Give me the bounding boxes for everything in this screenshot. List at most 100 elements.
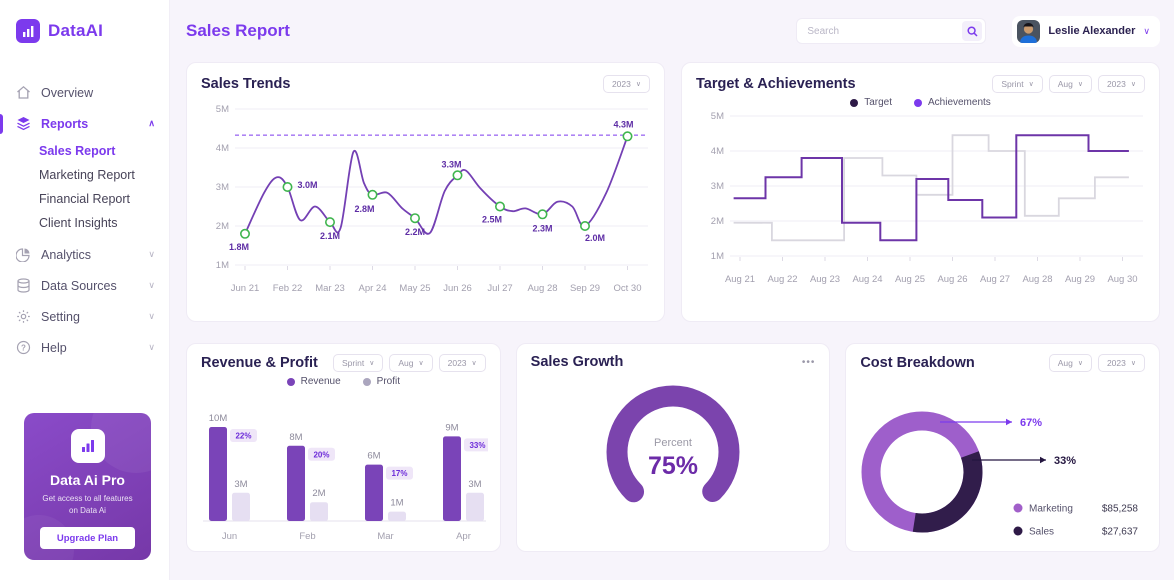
legend-dot-revenue: [286, 377, 295, 386]
month-dropdown[interactable]: Aug ∨: [1048, 354, 1092, 372]
promo-description: Get access to all features on Data Ai: [42, 494, 133, 515]
layers-icon: [17, 117, 30, 131]
year-dropdown[interactable]: 2023 ∨: [1097, 354, 1145, 372]
chevron-down-icon: ∨: [148, 342, 155, 352]
promo-title: Data Ai Pro: [50, 472, 125, 488]
card-title: Sales Growth: [530, 354, 624, 370]
svg-text:3M: 3M: [711, 181, 724, 192]
legend-dot-profit: [362, 377, 371, 386]
sidebar-item-setting[interactable]: Setting ∨: [0, 301, 169, 332]
svg-text:1M: 1M: [390, 498, 403, 509]
svg-text:$85,258: $85,258: [1102, 504, 1139, 515]
sidebar-subitem-marketing-report[interactable]: Marketing Report: [39, 168, 135, 182]
svg-text:Feb: Feb: [299, 531, 315, 542]
svg-text:33%: 33%: [469, 441, 485, 450]
sidebar-subitem-client-insights[interactable]: Client Insights: [39, 216, 118, 230]
svg-text:$27,637: $27,637: [1102, 527, 1139, 538]
sales-trends-line-chart: 5M 4M 3M 2M 1M Jun 21 Feb 22 Mar 23 Apr 24 May 25…: [216, 104, 648, 294]
promo-barchart-icon: [70, 429, 105, 463]
svg-text:Aug 30: Aug 30: [1107, 274, 1137, 285]
legend-dot-achievements: [913, 98, 922, 107]
svg-text:Jun: Jun: [222, 531, 237, 542]
chevron-down-icon: ∨: [148, 311, 155, 321]
card-title: Cost Breakdown: [860, 355, 975, 371]
sprint-dropdown[interactable]: Sprint ∨: [333, 354, 384, 372]
search-button[interactable]: [962, 21, 983, 41]
svg-text:2.5M: 2.5M: [482, 215, 502, 225]
svg-text:?: ?: [21, 343, 26, 352]
sprint-dropdown[interactable]: Sprint ∨: [992, 75, 1043, 93]
chevron-down-icon: ∨: [471, 360, 477, 367]
year-dropdown[interactable]: 2023 ∨: [1097, 75, 1145, 93]
app-logo: DataAI: [0, 0, 169, 43]
svg-text:Jun 26: Jun 26: [443, 283, 472, 294]
svg-text:Apr: Apr: [456, 531, 471, 542]
sidebar-item-analytics[interactable]: Analytics ∨: [0, 239, 169, 270]
svg-text:4M: 4M: [711, 146, 724, 157]
month-dropdown[interactable]: Aug ∨: [1048, 75, 1092, 93]
svg-text:Apr 24: Apr 24: [359, 283, 387, 294]
sales-growth-gauge-chart: Percent 75%: [606, 385, 740, 519]
sidebar-subitem-sales-report[interactable]: Sales Report: [39, 144, 116, 158]
sidebar-subitem-financial-report[interactable]: Financial Report: [39, 192, 131, 206]
svg-text:Sep 29: Sep 29: [570, 283, 600, 294]
year-dropdown[interactable]: 2023 ∨: [438, 354, 486, 372]
sidebar: DataAI Overview Reports ∧ Sales Report M…: [0, 0, 170, 580]
search-icon: [967, 25, 978, 37]
svg-text:Aug 26: Aug 26: [937, 274, 967, 285]
logo-barchart-icon: [16, 19, 40, 43]
svg-text:2M: 2M: [711, 216, 724, 227]
chart-legend: Revenue Profit: [201, 376, 486, 387]
chevron-down-icon: ∨: [148, 249, 155, 259]
more-options-button[interactable]: •••: [801, 356, 816, 368]
sidebar-item-reports[interactable]: Reports ∧: [0, 108, 169, 139]
svg-text:Aug 24: Aug 24: [852, 274, 882, 285]
year-dropdown[interactable]: 2023 ∨: [602, 75, 650, 93]
page-title: Sales Report: [186, 21, 290, 40]
svg-text:Aug 21: Aug 21: [725, 274, 755, 285]
svg-text:2.1M: 2.1M: [320, 231, 340, 241]
sidebar-item-help[interactable]: ? Help ∨: [0, 332, 169, 363]
user-menu[interactable]: Leslie Alexander ∨: [1012, 15, 1160, 47]
svg-text:5M: 5M: [711, 111, 724, 122]
main-content: Sales Report Leslie Alexander ∨ Sales Tr…: [170, 0, 1174, 580]
upgrade-plan-button[interactable]: Upgrade Plan: [40, 527, 135, 549]
chevron-down-icon: ∨: [1130, 360, 1136, 367]
card-title: Target & Achievements: [696, 76, 856, 92]
svg-text:4.3M: 4.3M: [613, 119, 633, 129]
search-input[interactable]: [807, 25, 963, 37]
svg-text:Jul 27: Jul 27: [487, 283, 512, 294]
svg-text:Aug 25: Aug 25: [895, 274, 925, 285]
target-achievements-step-chart: 5M 4M 3M 2M 1M Aug 21 Aug 22 Aug 23 Aug 24 Aug 25…: [711, 111, 1143, 285]
chevron-down-icon: ∨: [1077, 360, 1083, 367]
svg-text:1M: 1M: [216, 260, 229, 271]
cost-breakdown-card: Cost Breakdown Aug ∨ 2023 ∨ 67% 33% Marketin…: [845, 343, 1160, 552]
chevron-down-icon: ∨: [1028, 81, 1034, 88]
chevron-down-icon: ∨: [369, 360, 375, 367]
upgrade-promo-card: Data Ai Pro Get access to all features o…: [24, 413, 151, 560]
app-name: DataAI: [48, 21, 104, 40]
revenue-profit-bar-chart: 10M 3M 22% Jun 8M 2M 20% Feb 6M 1M 17% Mar 9M 3M 33% Ap…: [203, 413, 491, 542]
svg-text:Aug 27: Aug 27: [980, 274, 1010, 285]
svg-text:3.3M: 3.3M: [441, 159, 461, 169]
database-icon: [17, 278, 30, 293]
sidebar-item-overview[interactable]: Overview: [0, 77, 169, 108]
chevron-down-icon: ∨: [1077, 81, 1083, 88]
svg-text:2.8M: 2.8M: [354, 204, 374, 214]
svg-text:1M: 1M: [711, 251, 724, 262]
search-box: [796, 18, 987, 44]
svg-text:2.2M: 2.2M: [405, 227, 425, 237]
svg-text:22%: 22%: [235, 432, 251, 441]
sidebar-item-data-sources[interactable]: Data Sources ∨: [0, 270, 169, 301]
chevron-up-icon: ∧: [148, 118, 155, 128]
svg-text:Feb 22: Feb 22: [273, 283, 303, 294]
user-name: Leslie Alexander: [1048, 25, 1136, 37]
month-dropdown[interactable]: Aug ∨: [389, 354, 433, 372]
svg-text:2M: 2M: [216, 221, 229, 232]
svg-text:3M: 3M: [468, 479, 481, 490]
svg-text:4M: 4M: [216, 143, 229, 154]
svg-text:33%: 33%: [1054, 455, 1076, 467]
gear-icon: [17, 310, 30, 323]
svg-text:17%: 17%: [391, 469, 407, 478]
svg-text:Aug 28: Aug 28: [527, 283, 557, 294]
